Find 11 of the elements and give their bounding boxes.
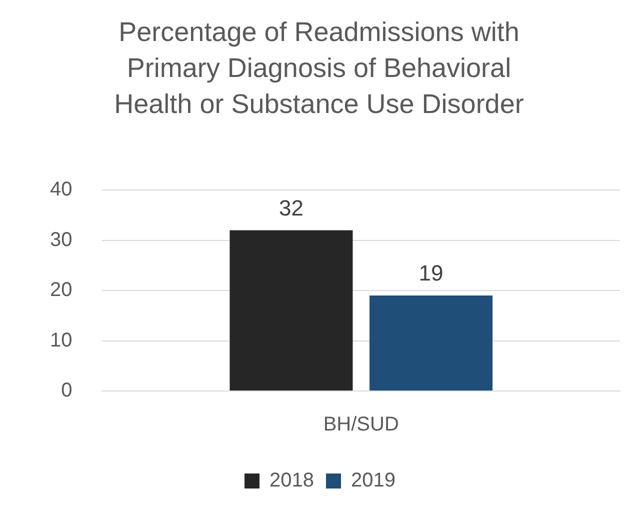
y-tick-label: 0 — [61, 380, 72, 402]
y-tick-label: 10 — [50, 329, 72, 352]
data-label: 19 — [418, 260, 444, 286]
chart-title: Percentage of Readmissions with Primary Diagnosis of Behavioral Health or Substance Use Disorder — [113, 16, 525, 121]
y-tick-label: 40 — [50, 178, 72, 201]
data-label: 32 — [278, 195, 304, 220]
y-tick-label: 30 — [50, 228, 72, 251]
y-tick-label: 20 — [50, 279, 72, 302]
x-tick-label: BH/SUD — [323, 414, 399, 436]
legend-label: 2018 — [270, 470, 314, 492]
legend-label: 2019 — [351, 470, 396, 492]
